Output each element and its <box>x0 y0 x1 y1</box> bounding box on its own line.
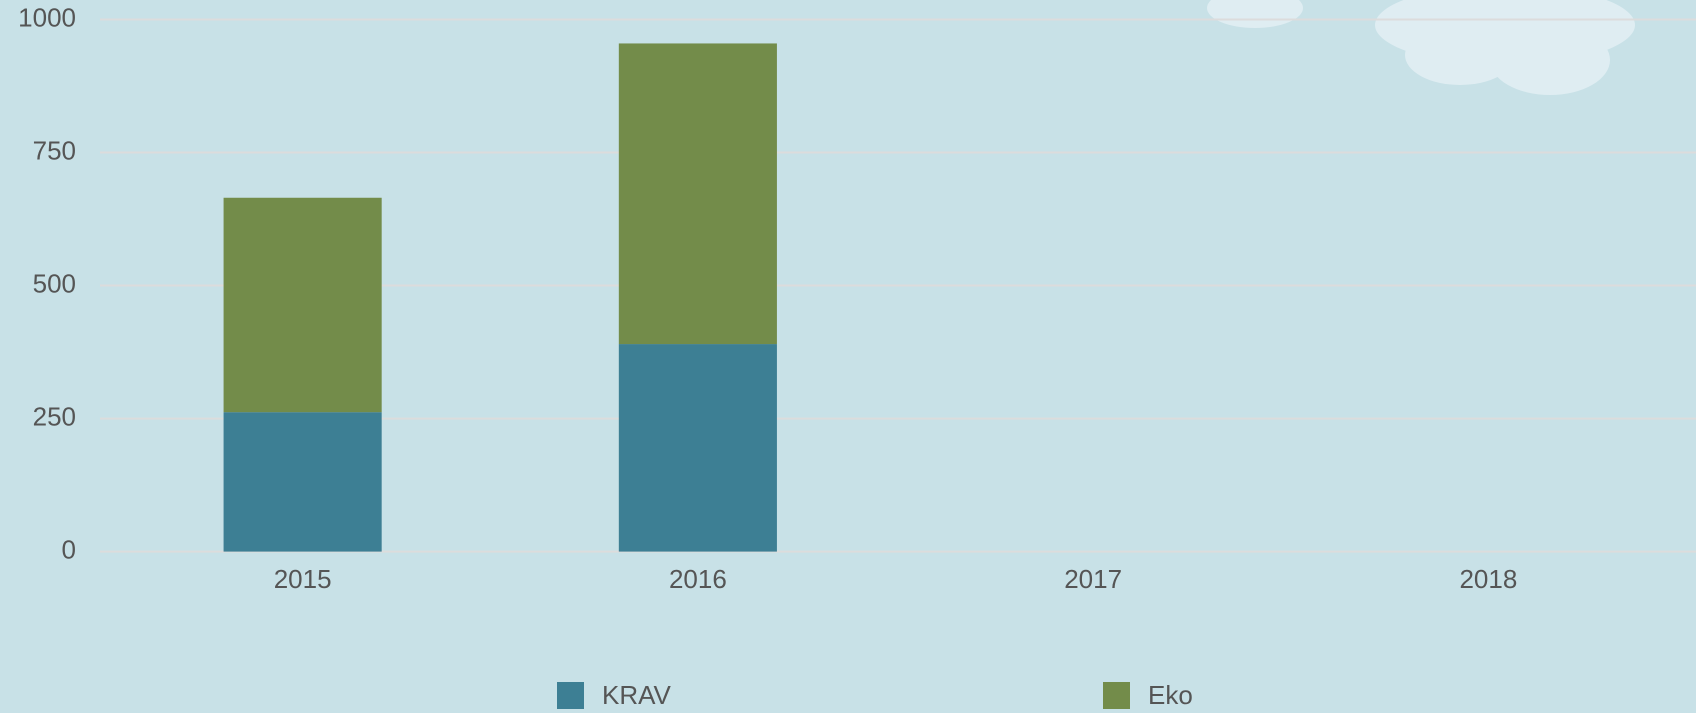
y-tick-label: 1000 <box>18 2 76 32</box>
x-tick-label: 2017 <box>1064 564 1122 594</box>
bar-segment <box>224 198 382 412</box>
x-tick-label: 2015 <box>274 564 332 594</box>
x-tick-label: 2018 <box>1459 564 1517 594</box>
y-tick-label: 500 <box>33 268 76 298</box>
bar-segment <box>619 344 777 552</box>
bar-segment <box>619 43 777 344</box>
legend-swatch <box>1103 682 1130 709</box>
legend-swatch <box>557 682 584 709</box>
y-tick-label: 250 <box>33 401 76 431</box>
bar-segment <box>224 412 382 551</box>
y-tick-label: 750 <box>33 135 76 165</box>
legend-label: KRAV <box>602 680 672 710</box>
legend-label: Eko <box>1148 680 1193 710</box>
x-tick-label: 2016 <box>669 564 727 594</box>
chart: 0 250 500 750 1000 2015 2016 2017 2018 KRAV Eko <box>0 0 1696 713</box>
y-tick-label: 0 <box>62 534 76 564</box>
